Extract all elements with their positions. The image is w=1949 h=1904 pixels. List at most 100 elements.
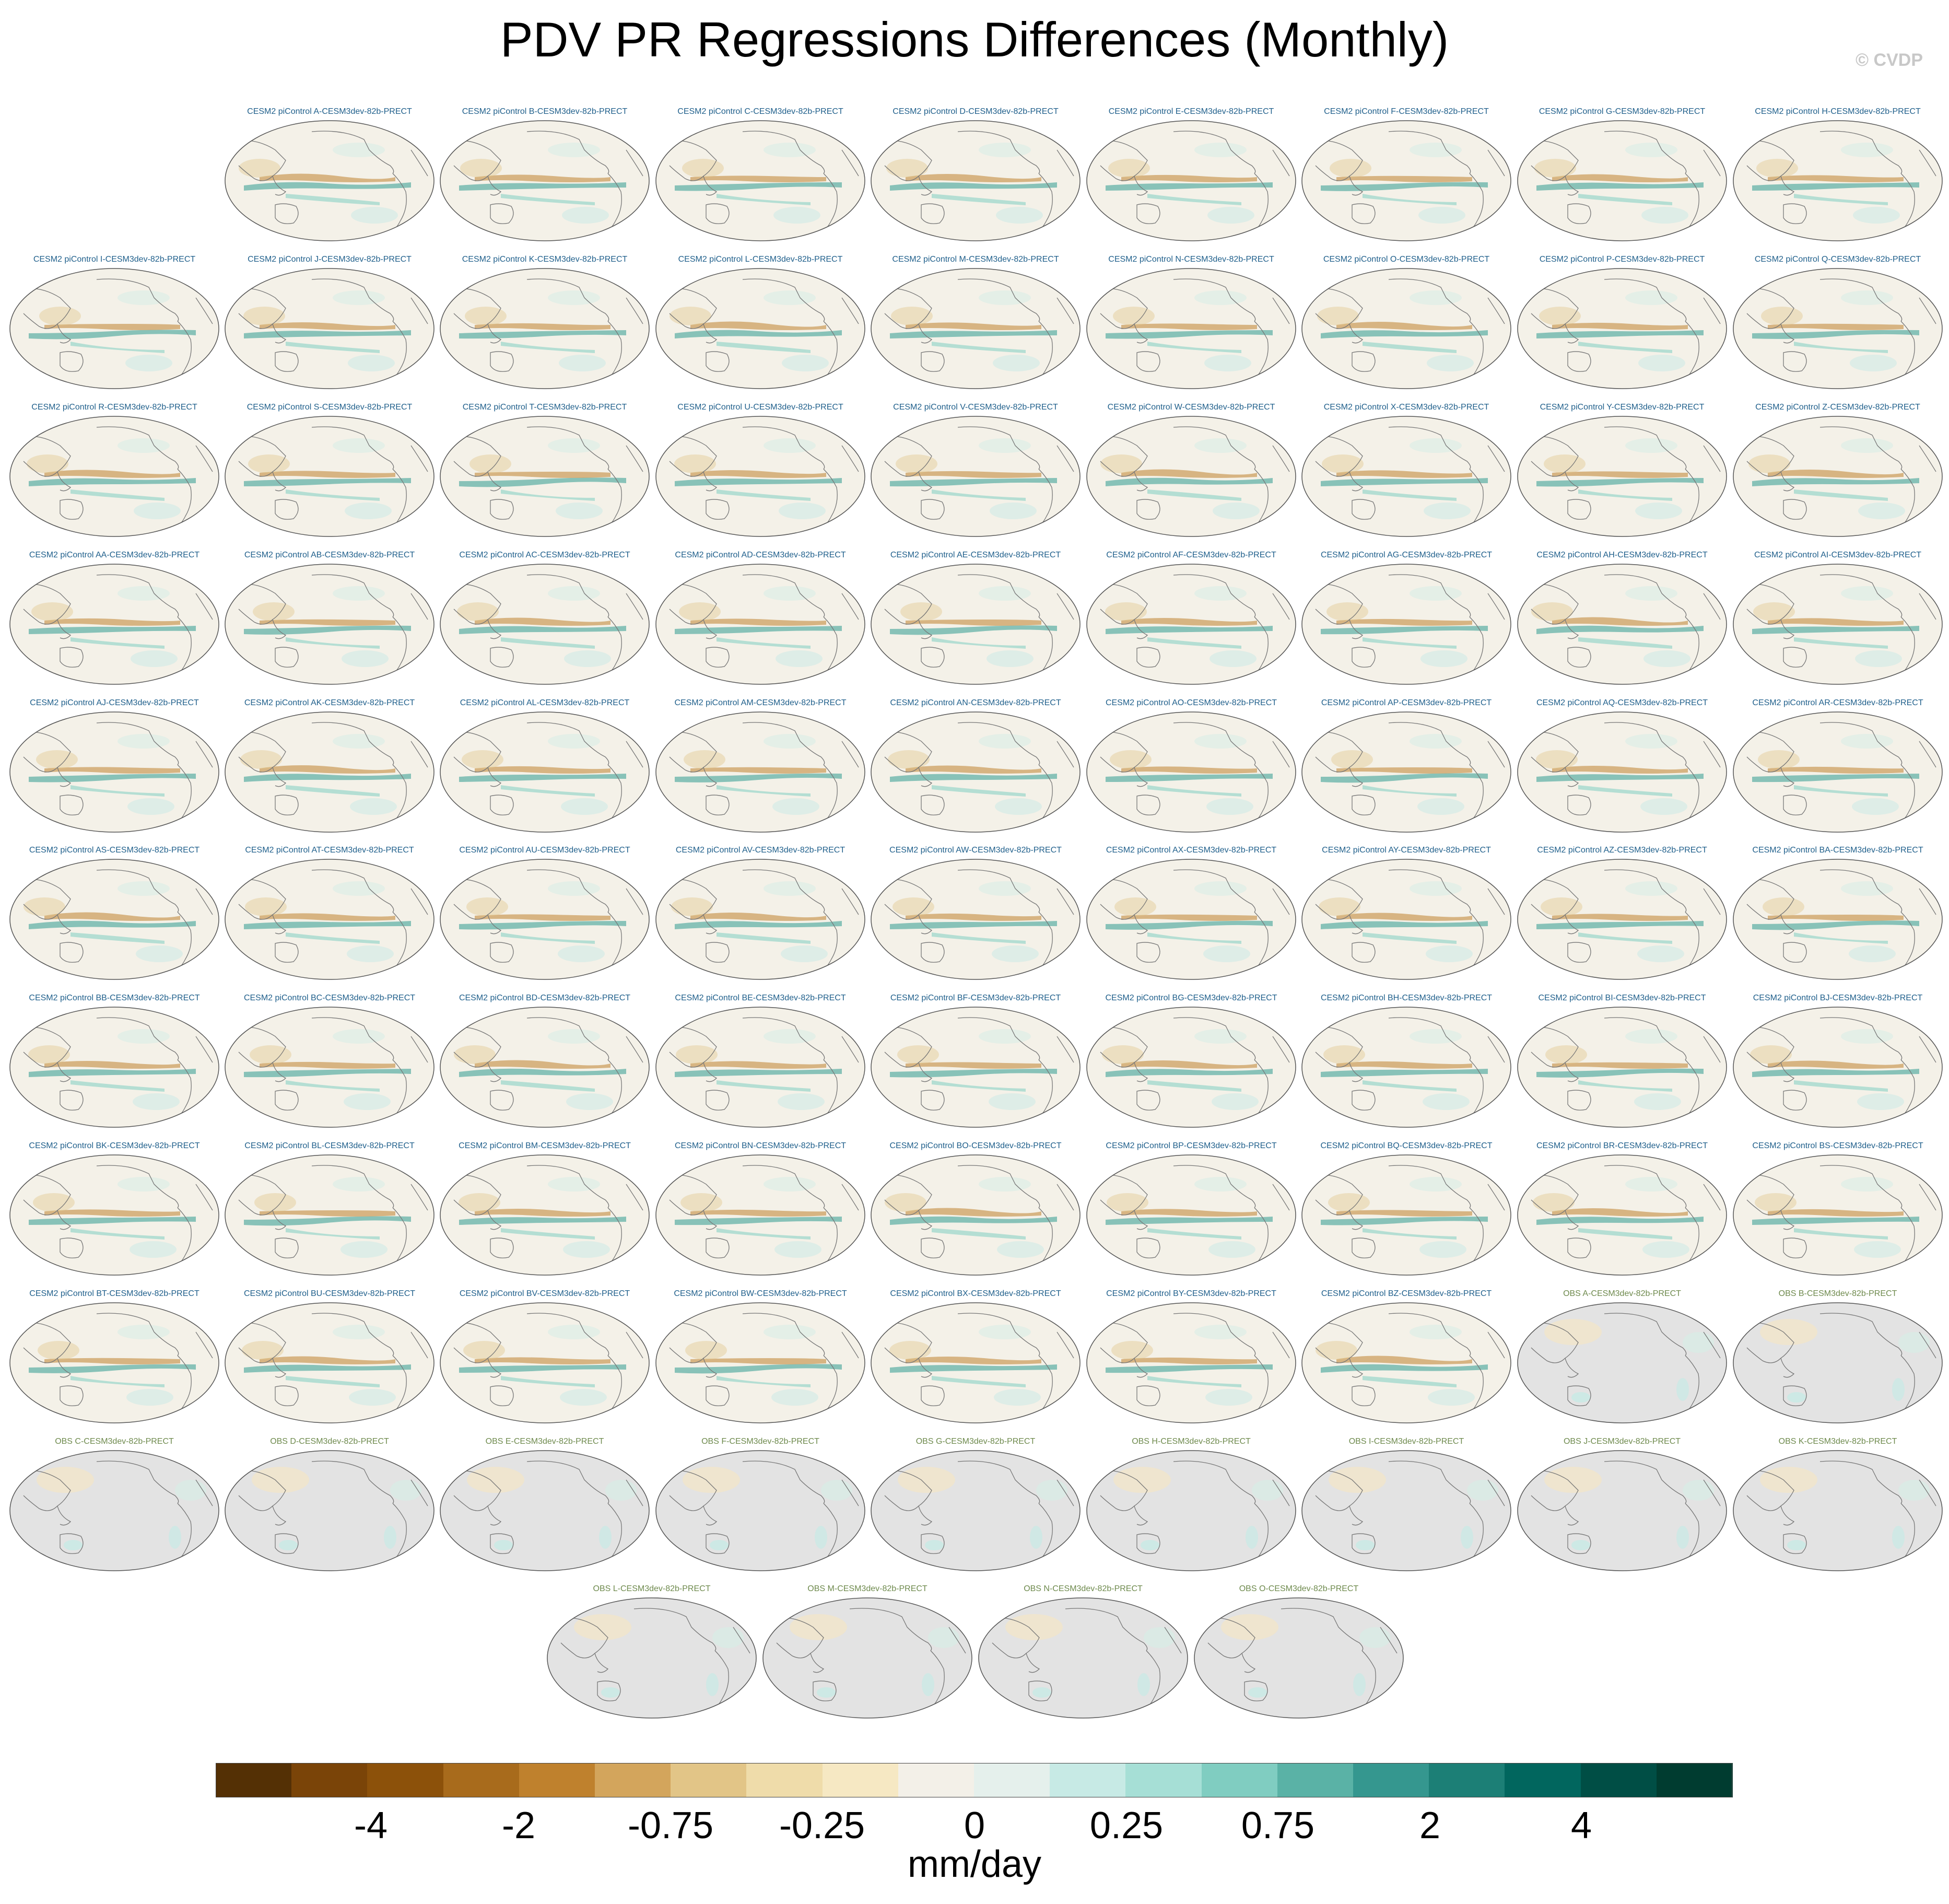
panel-title: CESM2 piControl BI-CESM3dev-82b-PRECT [1538,994,1706,1002]
map-panel: CESM2 piControl T-CESM3dev-82b-PRECT [438,403,651,539]
map-panel: CESM2 piControl Y-CESM3dev-82b-PRECT [1516,403,1729,539]
global-map [655,564,865,685]
map-panel: CESM2 piControl AX-CESM3dev-82b-PRECT [1085,846,1298,982]
map-panel: CESM2 piControl P-CESM3dev-82b-PRECT [1516,255,1729,391]
panel-title: CESM2 piControl C-CESM3dev-82b-PRECT [677,107,843,116]
panel-title: CESM2 piControl P-CESM3dev-82b-PRECT [1539,255,1705,264]
map-panel: OBS D-CESM3dev-82b-PRECT [223,1437,436,1573]
map-panel: CESM2 piControl Z-CESM3dev-82b-PRECT [1731,403,1944,539]
map-panel: OBS A-CESM3dev-82b-PRECT [1516,1289,1729,1425]
colorbar-cell [1277,1763,1354,1797]
map-panel: CESM2 piControl R-CESM3dev-82b-PRECT [8,403,221,539]
global-map [225,120,435,241]
map-panel: CESM2 piControl BY-CESM3dev-82b-PRECT [1085,1289,1298,1425]
colorbar-cell [1505,1763,1581,1797]
map-panel: CESM2 piControl AN-CESM3dev-82b-PRECT [869,698,1082,834]
map-panel: CESM2 piControl I-CESM3dev-82b-PRECT [8,255,221,391]
map-panel: CESM2 piControl BQ-CESM3dev-82b-PRECT [1300,1141,1513,1277]
colorbar [216,1763,1733,1797]
panel-title: OBS J-CESM3dev-82b-PRECT [1563,1437,1681,1446]
map-panel: CESM2 piControl C-CESM3dev-82b-PRECT [654,107,867,243]
panel-title: CESM2 piControl Z-CESM3dev-82b-PRECT [1755,403,1920,412]
panel-title: CESM2 piControl AD-CESM3dev-82b-PRECT [675,551,846,559]
global-map [9,416,219,537]
global-map [655,1007,865,1128]
map-panel: CESM2 piControl Q-CESM3dev-82b-PRECT [1731,255,1944,391]
colorbar-label: -0.25 [779,1805,865,1847]
global-map [1301,1302,1511,1423]
map-panel: CESM2 piControl BB-CESM3dev-82b-PRECT [8,994,221,1129]
map-panel: CESM2 piControl BT-CESM3dev-82b-PRECT [8,1289,221,1425]
global-map [1194,1597,1404,1719]
global-map [440,416,650,537]
panel-title: CESM2 piControl BV-CESM3dev-82b-PRECT [459,1289,630,1298]
panel-title: CESM2 piControl BH-CESM3dev-82b-PRECT [1320,994,1493,1002]
panel-title: CESM2 piControl AH-CESM3dev-82b-PRECT [1536,551,1708,559]
panel-title: CESM2 piControl BN-CESM3dev-82b-PRECT [674,1141,847,1150]
panel-title: CESM2 piControl E-CESM3dev-82b-PRECT [1108,107,1274,116]
map-panel: CESM2 piControl BM-CESM3dev-82b-PRECT [438,1141,651,1277]
map-panel: CESM2 piControl AL-CESM3dev-82b-PRECT [438,698,651,834]
global-map [1301,859,1511,980]
colorbar-label: -2 [501,1805,536,1847]
panel-title: OBS I-CESM3dev-82b-PRECT [1348,1437,1464,1446]
global-map [1733,1302,1943,1423]
map-panel: CESM2 piControl W-CESM3dev-82b-PRECT [1085,403,1298,539]
global-map [1517,1154,1727,1276]
colorbar-cell [1581,1763,1657,1797]
panel-title: CESM2 piControl AO-CESM3dev-82b-PRECT [1105,698,1277,707]
colorbar-cell [746,1763,823,1797]
global-map [1086,1154,1296,1276]
copyright-label: © CVDP [1856,50,1923,70]
global-map [440,564,650,685]
panel-title: OBS N-CESM3dev-82b-PRECT [1024,1584,1143,1593]
global-map [225,268,435,389]
map-panel: CESM2 piControl AR-CESM3dev-82b-PRECT [1731,698,1944,834]
map-panel: OBS M-CESM3dev-82b-PRECT [761,1584,974,1720]
global-map [9,1007,219,1128]
global-map [1517,268,1727,389]
panel-title: CESM2 piControl AC-CESM3dev-82b-PRECT [459,551,630,559]
panel-title: CESM2 piControl AR-CESM3dev-82b-PRECT [1752,698,1923,707]
global-map [9,564,219,685]
panel-title: CESM2 piControl AW-CESM3dev-82b-PRECT [889,846,1062,855]
panel-title: CESM2 piControl AS-CESM3dev-82b-PRECT [29,846,200,855]
global-map [871,711,1081,833]
map-panel: CESM2 piControl AB-CESM3dev-82b-PRECT [223,551,436,686]
global-map [871,564,1081,685]
global-map [9,1450,219,1571]
map-panel: CESM2 piControl U-CESM3dev-82b-PRECT [654,403,867,539]
panel-title: CESM2 piControl W-CESM3dev-82b-PRECT [1107,403,1275,412]
panel-title: OBS B-CESM3dev-82b-PRECT [1778,1289,1897,1298]
map-panel: CESM2 piControl AA-CESM3dev-82b-PRECT [8,551,221,686]
panel-title: CESM2 piControl AJ-CESM3dev-82b-PRECT [30,698,199,707]
global-map [1301,268,1511,389]
map-panel: CESM2 piControl L-CESM3dev-82b-PRECT [654,255,867,391]
map-panel: OBS L-CESM3dev-82b-PRECT [545,1584,758,1720]
panel-title: CESM2 piControl BY-CESM3dev-82b-PRECT [1106,1289,1276,1298]
global-map [1301,1450,1511,1571]
panel-title: CESM2 piControl Q-CESM3dev-82b-PRECT [1754,255,1921,264]
panel-title: CESM2 piControl F-CESM3dev-82b-PRECT [1324,107,1489,116]
panel-title: CESM2 piControl BF-CESM3dev-82b-PRECT [890,994,1061,1002]
panel-title: CESM2 piControl BD-CESM3dev-82b-PRECT [459,994,631,1002]
map-panel: CESM2 piControl AO-CESM3dev-82b-PRECT [1085,698,1298,834]
map-panel: OBS G-CESM3dev-82b-PRECT [869,1437,1082,1573]
colorbar-cell [367,1763,443,1797]
panel-title: CESM2 piControl T-CESM3dev-82b-PRECT [462,403,627,412]
map-panel: CESM2 piControl AK-CESM3dev-82b-PRECT [223,698,436,834]
global-map [1301,711,1511,833]
global-map [440,1007,650,1128]
map-panel: CESM2 piControl AW-CESM3dev-82b-PRECT [869,846,1082,982]
panel-title: CESM2 piControl O-CESM3dev-82b-PRECT [1323,255,1490,264]
map-panel: CESM2 piControl AS-CESM3dev-82b-PRECT [8,846,221,982]
colorbar-label: 2 [1419,1805,1441,1847]
panel-title: CESM2 piControl BO-CESM3dev-82b-PRECT [889,1141,1062,1150]
map-panel: CESM2 piControl BF-CESM3dev-82b-PRECT [869,994,1082,1129]
global-map [547,1597,757,1719]
map-panel: CESM2 piControl AF-CESM3dev-82b-PRECT [1085,551,1298,686]
panel-title: CESM2 piControl BP-CESM3dev-82b-PRECT [1106,1141,1277,1150]
map-panel: CESM2 piControl AD-CESM3dev-82b-PRECT [654,551,867,686]
map-panel: CESM2 piControl AY-CESM3dev-82b-PRECT [1300,846,1513,982]
map-panel: OBS I-CESM3dev-82b-PRECT [1300,1437,1513,1573]
